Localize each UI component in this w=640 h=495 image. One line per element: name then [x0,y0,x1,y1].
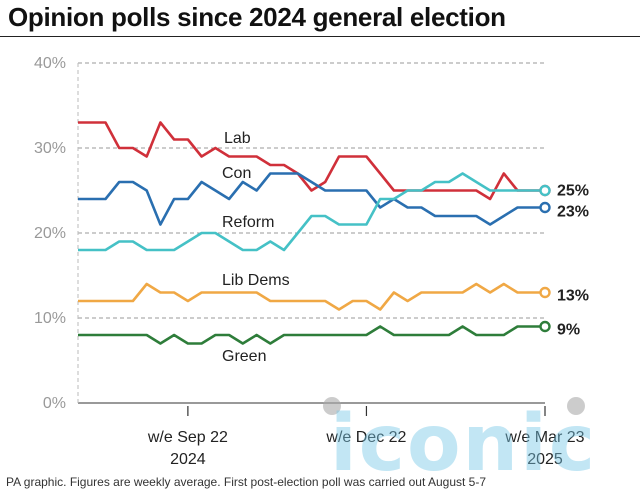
series-line-green [78,325,545,345]
end-value-label-lab: 25% [557,183,589,200]
series-line-reform [78,172,545,252]
x-tick-label: w/e Mar 23 [504,429,584,446]
watermark-dot-left [323,397,341,415]
line-chart: 0% 10% 20% 30% 40% w/e Sep 22 2024 w/e Dec 22 w/… [34,55,589,468]
series-line-lab [78,121,545,201]
x-tick-label-year: 2024 [170,451,206,468]
x-tick-label-year: 2025 [527,451,563,468]
y-tick-label: 10% [34,310,66,327]
end-value-label-lib-dems: 13% [557,288,589,305]
y-tick-label: 40% [34,55,66,72]
end-marker-con [539,201,551,214]
watermark-dot-right [567,397,585,415]
end-marker-lib-dems [539,286,551,299]
y-tick-label: 20% [34,225,66,242]
end-marker-reform [539,184,551,197]
series-label-lib-dems: Lib Dems [222,272,290,289]
title-rule [0,36,640,37]
x-tick-label: w/e Dec 22 [325,429,406,446]
watermark-logo: iconic [330,399,598,489]
y-tick-label: 0% [43,395,66,412]
series-label-reform: Reform [222,214,274,231]
end-value-label-green: 9% [557,322,580,339]
y-tick-label: 30% [34,140,66,157]
series-label-lab: Lab [224,130,251,147]
end-value-label-con: 23% [557,204,589,221]
footer-note: PA graphic. Figures are weekly average. … [6,475,487,489]
series-label-green: Green [222,348,266,365]
series-line-con [78,172,545,226]
series-label-con: Con [222,165,251,182]
series-line-lib-dems [78,282,545,311]
chart-title: Opinion polls since 2024 general electio… [8,2,506,32]
end-marker-green [539,320,551,333]
x-tick-label: w/e Sep 22 [147,429,228,446]
